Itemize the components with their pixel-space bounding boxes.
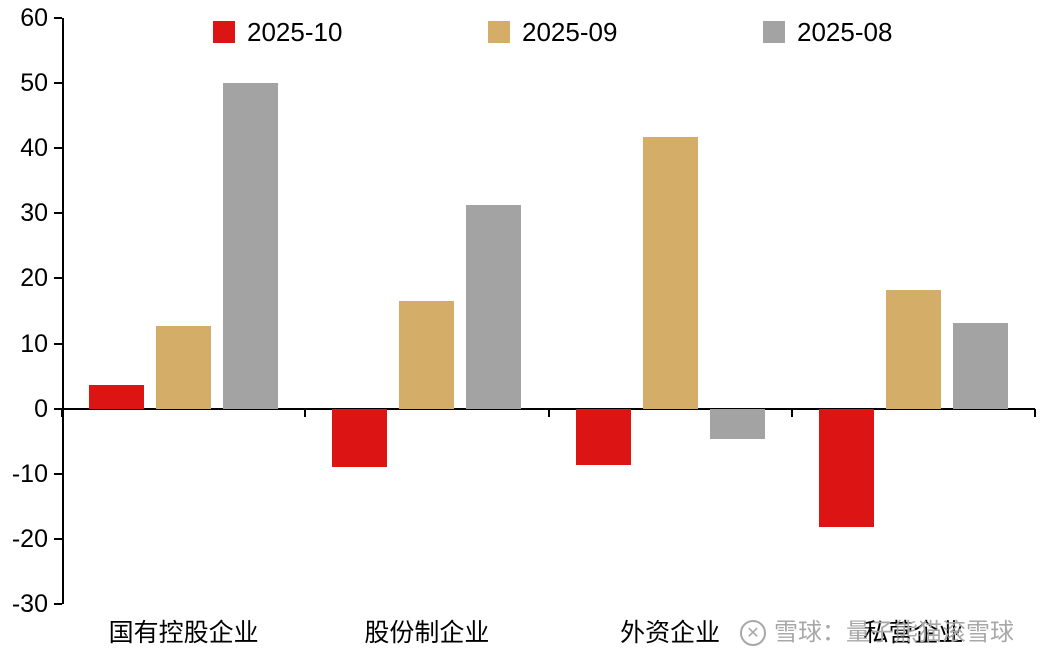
bar-2025-10-私营企业 <box>818 408 874 528</box>
y-axis-tick-label: 30 <box>20 199 48 228</box>
legend-swatch-icon <box>488 21 510 43</box>
y-axis-tick <box>54 147 62 150</box>
bar-2025-09-股份制企业 <box>399 301 455 409</box>
bar-2025-10-股份制企业 <box>332 408 388 468</box>
legend-label: 2025-08 <box>797 17 893 47</box>
y-axis-tick <box>54 472 62 475</box>
legend-label: 2025-09 <box>522 17 618 47</box>
bar-2025-08-外资企业 <box>709 408 765 440</box>
y-axis-tick-label: -10 <box>11 459 48 488</box>
y-axis-tick-label: 60 <box>20 4 48 32</box>
x-axis-tick <box>304 408 307 417</box>
bar-2025-10-国有控股企业 <box>89 385 145 409</box>
bar-2025-09-外资企业 <box>642 137 698 409</box>
y-axis-tick <box>54 537 62 540</box>
watermark-text: 雪球：量子熊猫滚雪球 <box>774 619 1014 646</box>
y-axis-tick <box>54 277 62 280</box>
bar-2025-08-国有控股企业 <box>223 83 279 409</box>
bar-2025-10-外资企业 <box>575 408 631 466</box>
y-axis-tick <box>54 17 62 19</box>
bar-2025-08-股份制企业 <box>466 204 522 409</box>
legend-swatch-icon <box>763 21 785 43</box>
y-axis-tick-label: 40 <box>20 134 48 163</box>
y-axis-tick <box>54 603 62 605</box>
y-axis-tick-label: -30 <box>11 590 48 618</box>
x-axis-tick <box>1034 408 1036 417</box>
y-axis-tick-label: -20 <box>11 524 48 553</box>
legend-item: 2025-09 <box>488 16 617 48</box>
watermark: ✕ 雪球：量子熊猫滚雪球 <box>740 618 1014 648</box>
y-axis-line <box>62 18 64 604</box>
x-axis-category-label: 国有控股企业 <box>108 619 259 647</box>
y-axis-tick-label: 0 <box>34 394 48 423</box>
bar-2025-08-私营企业 <box>952 322 1008 409</box>
x-axis-category-label: 股份制企业 <box>364 619 490 647</box>
y-axis-tick <box>54 212 62 215</box>
x-axis-category-label: 外资企业 <box>620 619 721 647</box>
y-axis-tick-label: 10 <box>20 329 48 358</box>
x-axis-category-label: 私营企业 <box>863 619 964 647</box>
bar-2025-09-国有控股企业 <box>156 325 212 409</box>
legend-label: 2025-10 <box>247 17 343 47</box>
legend-item: 2025-08 <box>763 16 892 48</box>
y-axis-tick <box>54 342 62 345</box>
y-axis-tick <box>54 407 62 410</box>
legend-item: 2025-10 <box>213 16 342 48</box>
x-axis-tick <box>547 408 550 417</box>
bar-2025-09-私营企业 <box>885 290 941 409</box>
legend-swatch-icon <box>213 21 235 43</box>
x-axis-tick <box>790 408 793 417</box>
y-axis-tick-label: 20 <box>20 264 48 293</box>
x-axis-tick <box>61 408 63 417</box>
y-axis-tick <box>54 82 62 85</box>
xueqiu-logo-icon: ✕ <box>740 620 766 646</box>
y-axis-tick-label: 50 <box>20 69 48 98</box>
